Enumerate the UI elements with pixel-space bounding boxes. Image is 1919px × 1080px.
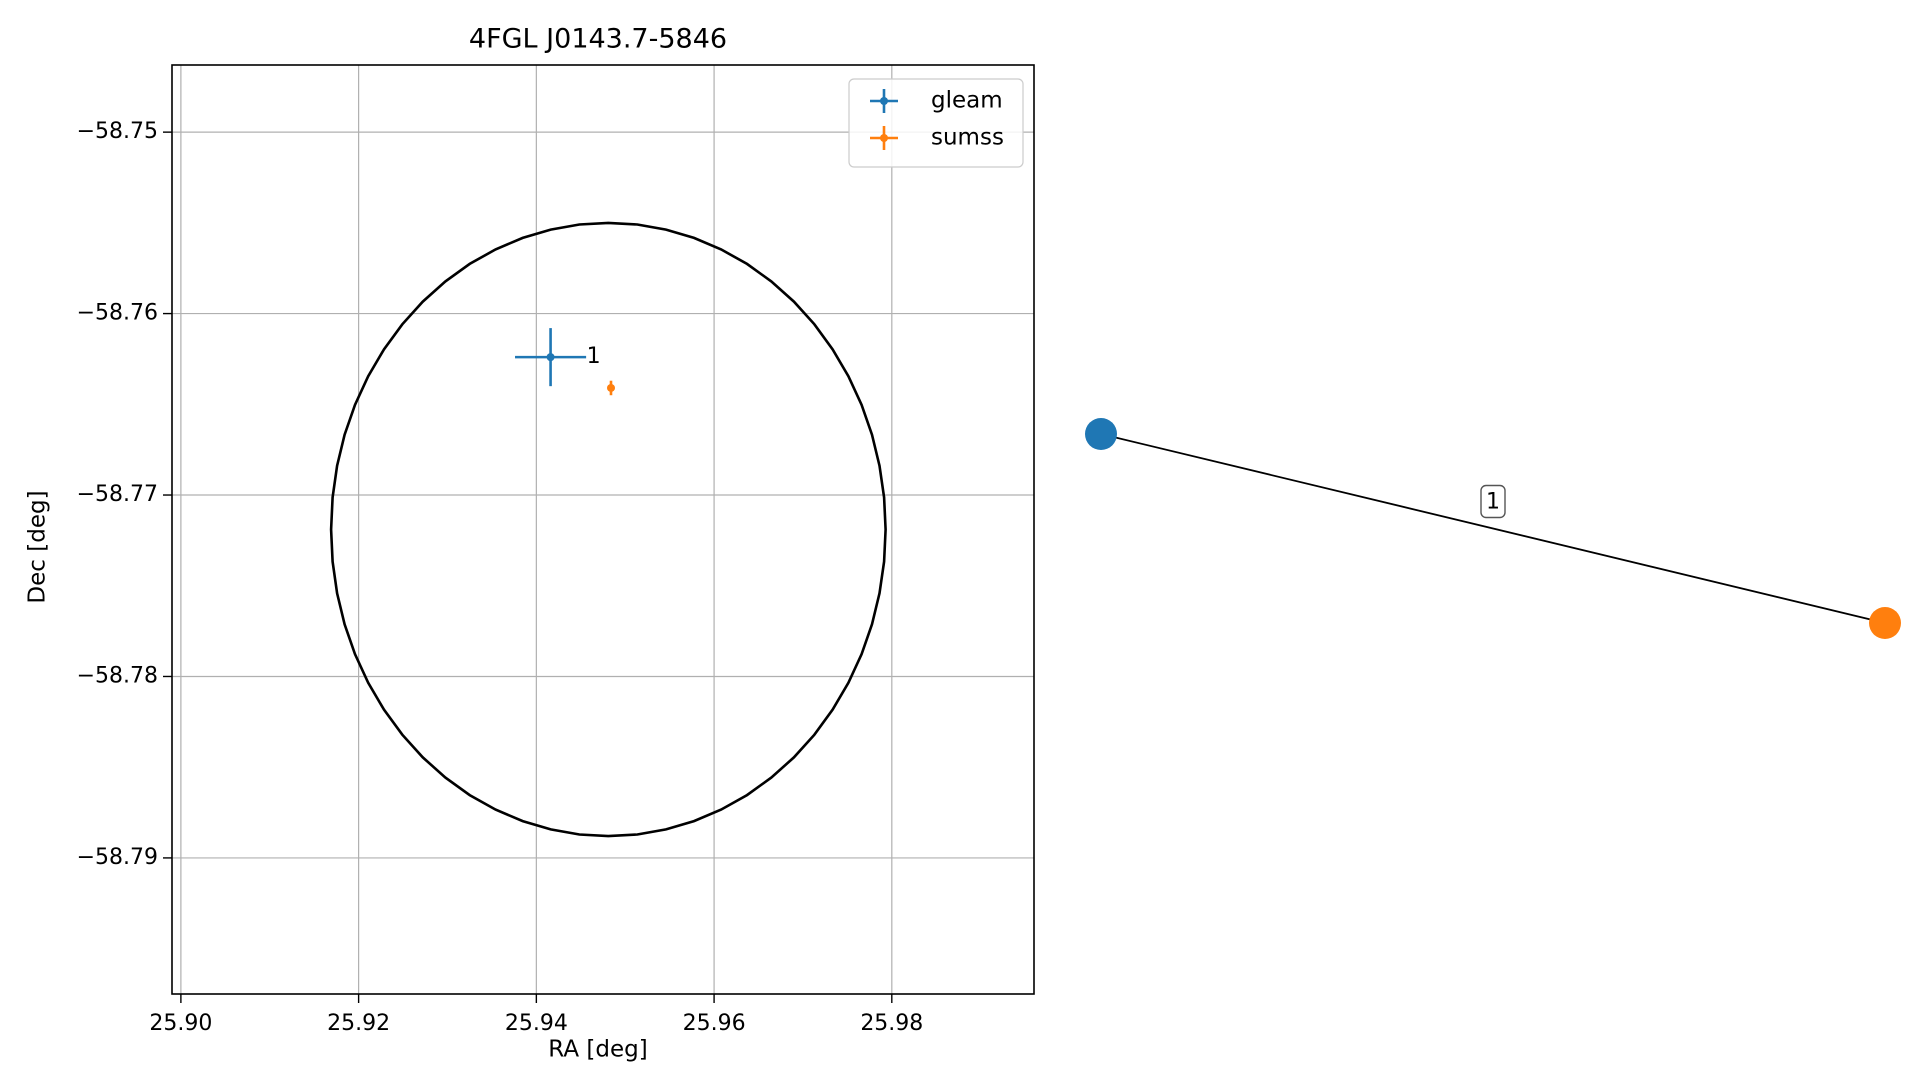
- axis-ticks: 25.90 25.92 25.94 25.96 25.98 −58.75 −58.76 −58…: [77, 119, 924, 1036]
- x-tick-label: 25.94: [505, 1011, 568, 1036]
- x-tick-label: 25.92: [327, 1011, 390, 1036]
- y-tick-label: −58.76: [77, 301, 158, 326]
- sumss-marker: [606, 383, 615, 392]
- plot-frame: [171, 64, 1035, 995]
- y-tick-label: −58.75: [77, 119, 158, 144]
- legend-label: sumss: [931, 125, 1004, 151]
- grid-lines: [172, 65, 1034, 994]
- y-tick-label: −58.79: [77, 845, 158, 870]
- x-tick-label: 25.98: [860, 1011, 923, 1036]
- legend-entry: sumss: [870, 125, 1004, 151]
- y-tick-label: −58.77: [77, 482, 158, 507]
- legend-label: gleam: [931, 88, 1003, 114]
- gleam-marker: [546, 353, 555, 362]
- gleam-point-label: 1: [587, 344, 601, 369]
- localization-ellipse: [329, 221, 887, 838]
- legend: gleam sumss: [848, 78, 1024, 168]
- network-edge: [1100, 433, 1886, 624]
- network-graph: 1: [1085, 418, 1901, 639]
- y-axis-label: Dec [deg]: [25, 490, 51, 603]
- data-points: 1: [515, 328, 615, 396]
- x-tick-label: 25.96: [683, 1011, 746, 1036]
- x-axis-label: RA [deg]: [548, 1037, 647, 1063]
- x-tick-label: 25.90: [149, 1011, 212, 1036]
- gleam-point: 1: [515, 328, 601, 387]
- network-node-gleam: [1085, 418, 1117, 450]
- network-node-sumss: [1869, 607, 1901, 639]
- edge-label-box: [1480, 484, 1506, 519]
- y-tick-label: −58.78: [77, 663, 158, 688]
- sumss-point: [606, 380, 615, 396]
- legend-swatch-marker: [880, 134, 888, 142]
- legend-swatch-marker: [880, 97, 888, 105]
- chart-title: 4FGL J0143.7-5846: [469, 24, 727, 55]
- ellipse-outline: [329, 221, 887, 838]
- legend-entry: gleam: [870, 88, 1003, 114]
- edge-label: 1: [1486, 490, 1500, 515]
